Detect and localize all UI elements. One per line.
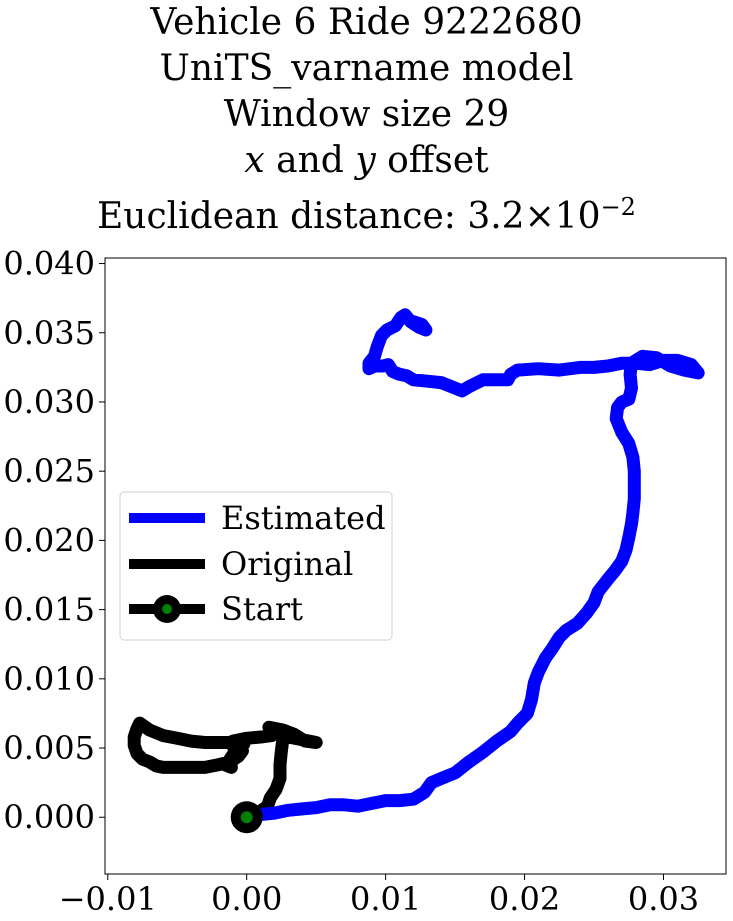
title-joiner: and	[276, 140, 344, 181]
y-tick-label: 0.020	[3, 521, 95, 559]
x-tick-label: −0.01	[59, 880, 157, 918]
legend: Estimated Original Start	[119, 491, 393, 641]
x-tick-label: 0.00	[211, 880, 282, 918]
y-tick-label: 0.030	[3, 383, 95, 421]
title-line-1: Vehicle 6 Ride 9222680	[150, 2, 583, 43]
x-tick-label: 0.03	[628, 880, 699, 918]
title-line-3: Window size 29	[223, 94, 510, 135]
legend-start-marker-inner	[162, 604, 172, 614]
start-marker-inner	[240, 811, 253, 824]
title-times: ×	[524, 196, 555, 237]
series-original-line	[127, 716, 323, 824]
title-offset-word: offset	[387, 140, 489, 181]
y-tick-label: 0.015	[3, 591, 95, 629]
y-tick-label: 0.010	[3, 660, 95, 698]
series-estimated-line	[240, 308, 705, 824]
chart-title: Vehicle 6 Ride 9222680 UniTS_varname mod…	[0, 0, 733, 240]
y-tick-label: 0.005	[3, 729, 95, 767]
y-axis: 0.000 0.005 0.010 0.015 0.020 0.025 0.030 0.035…	[3, 245, 105, 836]
title-line-4: x and y offset	[0, 138, 733, 184]
title-line-5: Euclidean distance: 3.2×10−2	[0, 184, 733, 240]
legend-original-label: Original	[221, 545, 353, 583]
plot-lines	[127, 308, 705, 834]
title-x-var: x	[244, 140, 265, 181]
y-tick-label: 0.040	[3, 245, 95, 283]
title-exponent: −2	[600, 193, 636, 221]
legend-start-label: Start	[221, 590, 303, 628]
x-tick-label: 0.02	[489, 880, 560, 918]
title-distance-prefix: Euclidean distance: 3.2	[97, 196, 525, 237]
legend-frame	[119, 491, 393, 641]
legend-estimated-label: Estimated	[221, 499, 386, 537]
y-tick-label: 0.000	[3, 798, 95, 836]
y-tick-label: 0.035	[3, 314, 95, 352]
title-line-2: UniTS_varname model	[159, 48, 574, 89]
plot-frame	[104, 257, 727, 875]
title-base: 10	[554, 196, 601, 237]
x-axis: −0.01 0.00 0.01 0.02 0.03	[59, 874, 699, 918]
title-y-var: y	[355, 140, 376, 181]
y-tick-label: 0.025	[3, 452, 95, 490]
x-tick-label: 0.01	[350, 880, 421, 918]
